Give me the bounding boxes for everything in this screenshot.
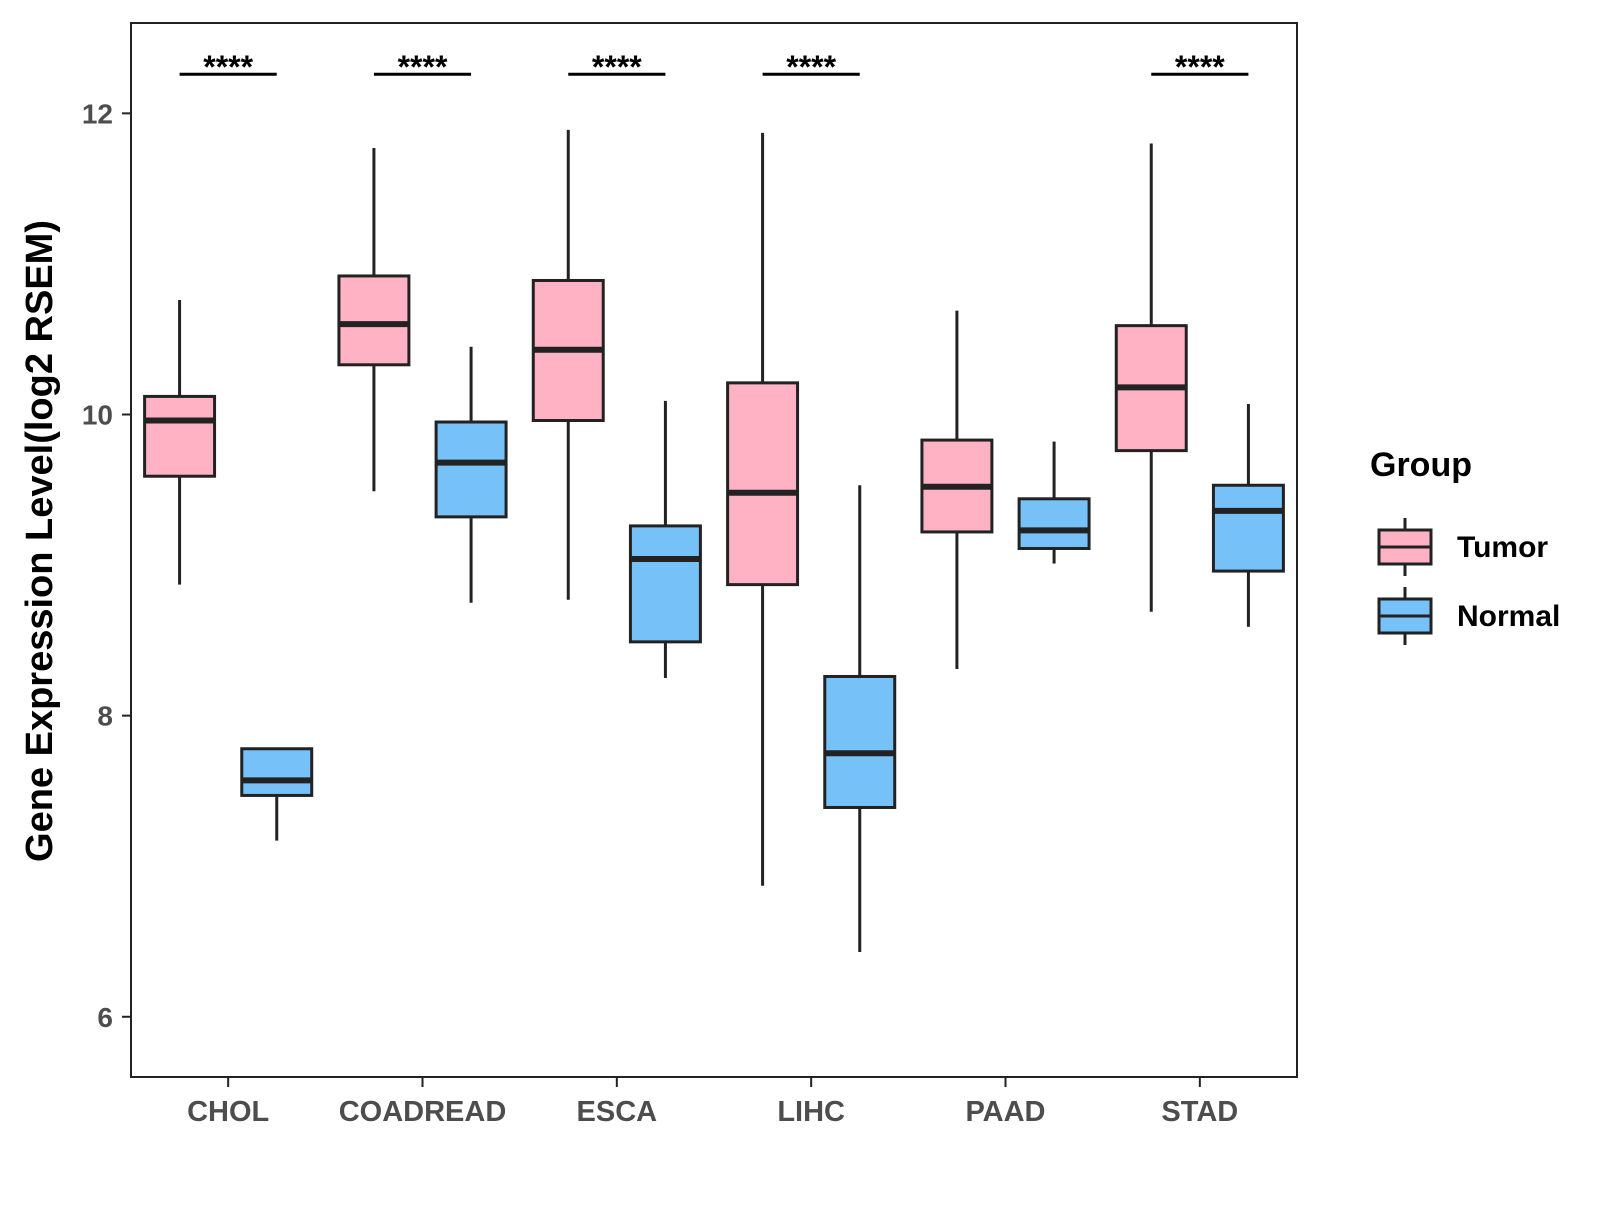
box-body: [143, 394, 217, 478]
box-body: [628, 524, 702, 644]
plot-panel-layer: [130, 22, 1298, 1078]
y-tick-label: 8: [97, 701, 113, 732]
box-body: [823, 674, 897, 809]
legend-label: Normal: [1457, 600, 1560, 633]
significance-label: ****: [1175, 49, 1225, 85]
box-normal-coadread: [434, 346, 508, 603]
box-body: [240, 747, 314, 797]
box-normal-esca: [628, 400, 702, 678]
legend: Group Tumor Normal: [1370, 446, 1560, 645]
boxes-layer: [143, 129, 1285, 953]
box-tumor-esca: [531, 129, 605, 600]
significance-layer: **** **** **** **** ****: [179, 49, 1249, 85]
significance-label: ****: [203, 49, 253, 85]
box-tumor-coadread: [337, 147, 411, 492]
significance-label: ****: [592, 49, 642, 85]
box-tumor-chol: [143, 300, 217, 585]
box-tumor-stad: [1114, 143, 1188, 612]
y-tick-label: 6: [97, 1002, 113, 1033]
box-body: [1211, 483, 1285, 573]
x-tick-label: PAAD: [965, 1096, 1045, 1128]
box-body: [337, 274, 411, 367]
y-axis-title: Gene Expression Level(log2 RSEM): [19, 220, 61, 862]
box-normal-chol: [240, 747, 314, 841]
plot-panel-border: [130, 22, 1298, 1078]
x-tick-label: LIHC: [777, 1096, 845, 1128]
y-tick-label: 12: [82, 98, 113, 129]
legend-entry-tumor: Tumor: [1377, 518, 1548, 576]
legend-title: Group: [1370, 446, 1472, 484]
box-body: [434, 420, 508, 519]
x-tick-label: COADREAD: [339, 1096, 507, 1128]
box-normal-paad: [1017, 441, 1091, 564]
significance-label: ****: [786, 49, 836, 85]
box-tumor-paad: [920, 310, 994, 669]
box-normal-stad: [1211, 403, 1285, 627]
x-tick-label: ESCA: [577, 1096, 658, 1128]
legend-label: Tumor: [1457, 531, 1548, 564]
significance-label: ****: [398, 49, 448, 85]
x-tick-label: STAD: [1161, 1096, 1238, 1128]
box-body: [726, 381, 800, 587]
box-normal-lihc: [823, 485, 897, 953]
legend-entry-normal: Normal: [1377, 587, 1560, 645]
y-tick-label: 10: [82, 399, 113, 430]
x-tick-label: CHOL: [187, 1096, 269, 1128]
axes-layer: 6 8 10 12 CHOL COADREAD ESCA LIHC PAAD STAD: [82, 98, 1238, 1128]
box-body: [1017, 497, 1091, 550]
box-tumor-lihc: [726, 132, 800, 886]
